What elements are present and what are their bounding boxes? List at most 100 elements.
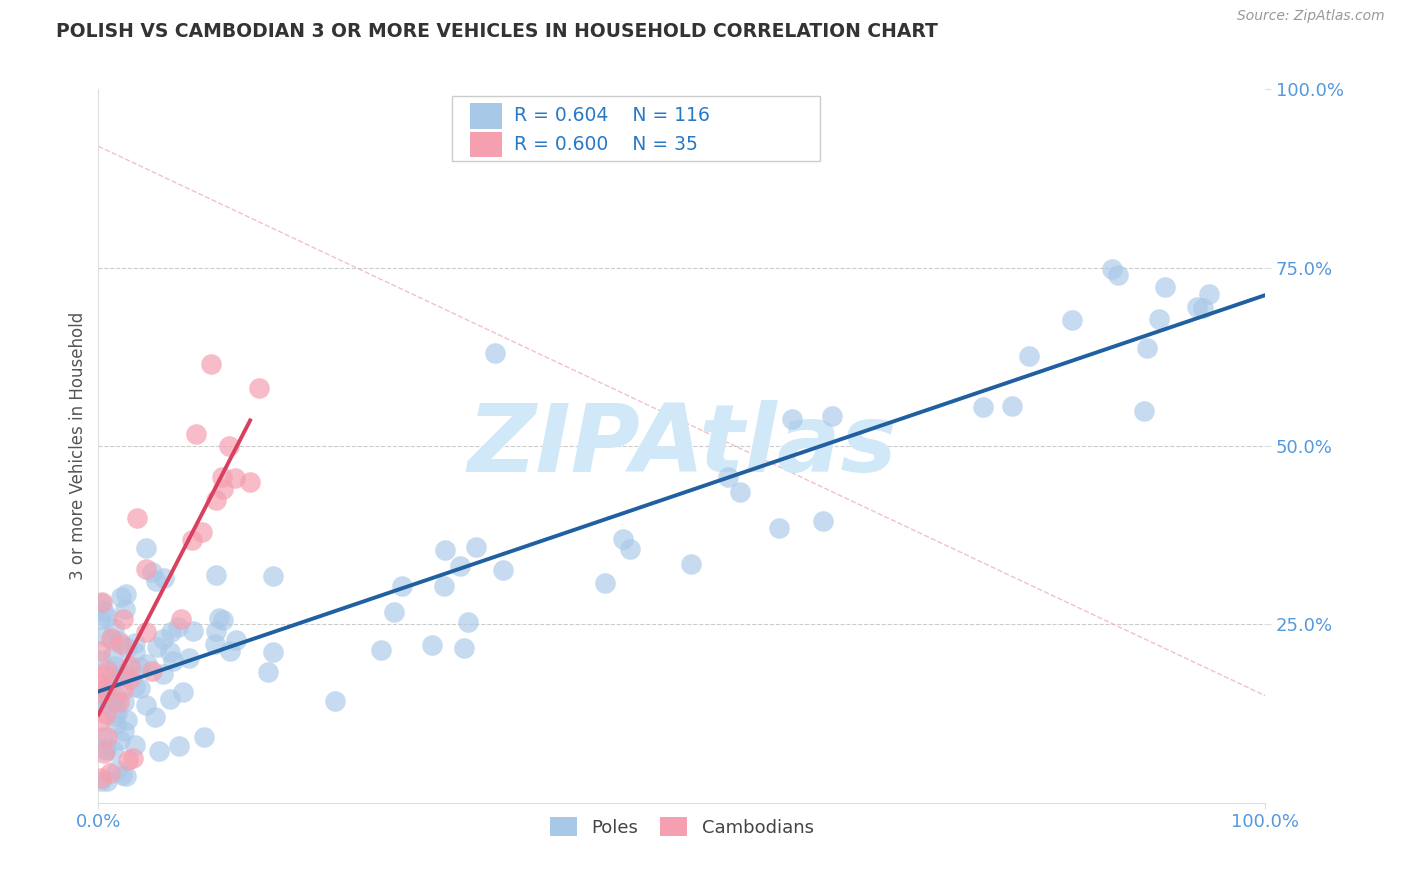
- Point: [93, 604, 115, 618]
- Point: [117, 753, 139, 767]
- Point: [200, 357, 222, 371]
- Point: [103, 658, 125, 673]
- Point: [972, 400, 994, 414]
- Point: [100, 631, 122, 645]
- Point: [112, 723, 135, 738]
- Point: [457, 615, 479, 629]
- Point: [111, 768, 134, 782]
- Point: [382, 605, 405, 619]
- Point: [107, 633, 129, 648]
- Point: [153, 572, 176, 586]
- Point: [120, 662, 142, 676]
- Point: [595, 576, 617, 591]
- Point: [105, 671, 128, 685]
- Point: [204, 492, 226, 507]
- Point: [167, 739, 190, 754]
- Point: [108, 695, 131, 709]
- Point: [159, 692, 181, 706]
- Point: [125, 510, 148, 524]
- Point: [204, 568, 226, 582]
- Point: [141, 566, 163, 580]
- Point: [166, 620, 188, 634]
- Point: [104, 709, 127, 723]
- Point: [89, 676, 111, 690]
- Point: [152, 667, 174, 681]
- Point: [112, 694, 135, 708]
- Point: [103, 621, 125, 635]
- Point: [1198, 287, 1220, 301]
- Point: [105, 763, 128, 777]
- Point: [120, 673, 142, 687]
- Y-axis label: 3 or more Vehicles in Household: 3 or more Vehicles in Household: [69, 312, 87, 580]
- Point: [239, 475, 262, 489]
- Text: R = 0.604    N = 116: R = 0.604 N = 116: [513, 106, 710, 126]
- Point: [98, 766, 121, 780]
- Point: [146, 640, 169, 655]
- Point: [145, 574, 167, 588]
- Point: [225, 632, 247, 647]
- Point: [262, 568, 284, 582]
- Point: [1107, 268, 1129, 283]
- Point: [211, 470, 233, 484]
- Point: [218, 439, 240, 453]
- Point: [121, 750, 143, 764]
- Point: [433, 579, 456, 593]
- Point: [124, 645, 146, 659]
- Point: [105, 689, 128, 703]
- Point: [465, 541, 488, 555]
- Point: [90, 771, 112, 785]
- Point: [181, 624, 204, 639]
- Point: [96, 774, 118, 789]
- Point: [94, 696, 117, 710]
- Point: [135, 562, 157, 576]
- Point: [93, 682, 115, 697]
- Point: [204, 637, 226, 651]
- Point: [148, 744, 170, 758]
- Point: [204, 624, 226, 639]
- Point: [159, 624, 181, 639]
- Point: [190, 524, 212, 539]
- Point: [104, 696, 127, 710]
- FancyBboxPatch shape: [451, 96, 820, 161]
- Point: [100, 690, 122, 705]
- Point: [89, 612, 111, 626]
- Point: [135, 541, 157, 556]
- Point: [114, 768, 136, 782]
- Point: [108, 667, 131, 681]
- Point: [93, 746, 115, 760]
- Text: ZIPAtlas: ZIPAtlas: [467, 400, 897, 492]
- Point: [124, 738, 146, 752]
- Point: [1187, 300, 1209, 314]
- Point: [90, 774, 112, 789]
- Point: [212, 613, 235, 627]
- Point: [90, 596, 112, 610]
- Point: [780, 412, 803, 426]
- Point: [212, 482, 235, 496]
- Point: [180, 533, 202, 548]
- Text: R = 0.600    N = 35: R = 0.600 N = 35: [513, 135, 697, 154]
- Point: [184, 426, 207, 441]
- Point: [1062, 312, 1084, 326]
- Point: [679, 557, 702, 571]
- Point: [90, 690, 112, 704]
- Point: [90, 653, 112, 667]
- Point: [145, 710, 167, 724]
- Point: [101, 743, 124, 757]
- Point: [811, 514, 834, 528]
- Text: POLISH VS CAMBODIAN 3 OR MORE VEHICLES IN HOUSEHOLD CORRELATION CHART: POLISH VS CAMBODIAN 3 OR MORE VEHICLES I…: [56, 22, 938, 41]
- Point: [96, 730, 118, 744]
- Point: [110, 590, 132, 604]
- Point: [1153, 280, 1175, 294]
- Point: [111, 612, 134, 626]
- Point: [323, 694, 346, 708]
- FancyBboxPatch shape: [470, 132, 502, 157]
- Point: [101, 669, 124, 683]
- Point: [484, 346, 506, 360]
- Point: [93, 667, 115, 681]
- Point: [135, 698, 157, 712]
- Point: [1018, 349, 1040, 363]
- Point: [162, 654, 184, 668]
- Point: [101, 632, 124, 647]
- Point: [170, 612, 193, 626]
- Point: [129, 681, 152, 696]
